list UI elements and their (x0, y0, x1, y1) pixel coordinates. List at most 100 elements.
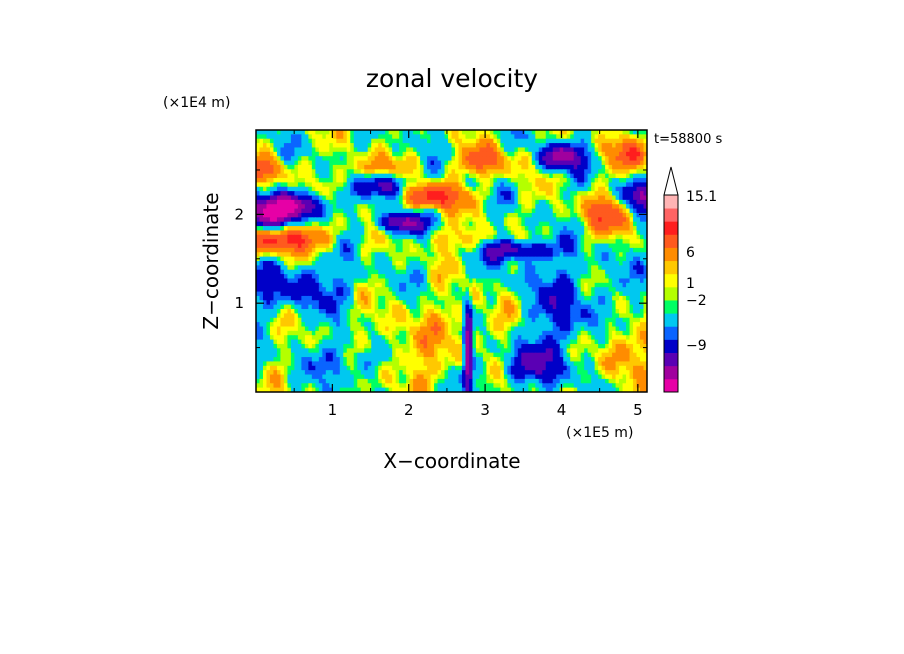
heatmap-cell (622, 208, 627, 214)
heatmap-cell (269, 313, 275, 319)
heatmap-cell (413, 160, 418, 166)
heatmap-cell (451, 208, 456, 214)
heatmap-cell (357, 291, 362, 297)
heatmap-cell (517, 169, 522, 175)
heatmap-cell (454, 269, 460, 275)
heatmap-cell (378, 304, 383, 310)
heatmap-cell (514, 274, 519, 280)
heatmap-cell (343, 138, 348, 144)
heatmap-cell (269, 265, 275, 271)
heatmap-cell (598, 282, 603, 288)
heatmap-cell (297, 130, 302, 135)
heatmap-cell (570, 204, 575, 210)
heatmap-cell (434, 204, 439, 210)
heatmap-cell (287, 221, 292, 227)
heatmap-cell (413, 282, 418, 288)
heatmap-cell (640, 156, 645, 162)
heatmap-cell (262, 151, 268, 157)
heatmap-cell (262, 274, 268, 280)
heatmap-cell (357, 234, 362, 240)
heatmap-cell (601, 186, 606, 192)
heatmap-cell (566, 234, 571, 240)
heatmap-cell (297, 261, 302, 266)
heatmap-cell (381, 208, 386, 214)
heatmap-cell (605, 143, 610, 149)
heatmap-cell (577, 239, 582, 245)
heatmap-cell (461, 239, 467, 245)
heatmap-cell (434, 147, 439, 153)
heatmap-cell (371, 208, 376, 214)
heatmap-cell (332, 243, 337, 249)
heatmap-cell (413, 199, 418, 205)
heatmap-cell (374, 134, 379, 140)
heatmap-cell (427, 130, 432, 135)
heatmap-cell (633, 199, 638, 205)
heatmap-cell (549, 295, 554, 301)
heatmap-cell (325, 182, 330, 188)
heatmap-cell (367, 151, 372, 157)
heatmap-cell (332, 151, 337, 157)
heatmap-cell (633, 204, 638, 210)
heatmap-cell (545, 138, 550, 144)
heatmap-cell (598, 164, 603, 170)
heatmap-cell (395, 265, 400, 271)
heatmap-cell (629, 204, 634, 210)
heatmap-cell (287, 143, 292, 149)
heatmap-cell (371, 300, 376, 306)
heatmap-cell (360, 151, 365, 157)
heatmap-cell (332, 317, 337, 323)
heatmap-cell (339, 322, 344, 328)
heatmap-cell (269, 147, 275, 153)
heatmap-cell (552, 195, 557, 201)
heatmap-cell (399, 208, 404, 214)
heatmap-cell (318, 322, 323, 328)
heatmap-cell (479, 204, 484, 210)
heatmap-cell (510, 160, 515, 166)
heatmap-cell (622, 234, 627, 240)
heatmap-cell (357, 269, 362, 275)
heatmap-cell (350, 164, 355, 170)
heatmap-cell (364, 261, 369, 266)
heatmap-cell (601, 169, 606, 175)
heatmap-cell (496, 234, 501, 240)
heatmap-cell (598, 261, 603, 266)
heatmap-cell (448, 186, 453, 192)
heatmap-cell (612, 230, 617, 236)
heatmap-cell (388, 243, 393, 249)
heatmap-cell (364, 282, 369, 288)
heatmap-cell (605, 291, 610, 297)
heatmap-cell (385, 217, 390, 223)
heatmap-cell (325, 265, 330, 271)
heatmap-cell (615, 217, 620, 223)
heatmap-cell (598, 186, 603, 192)
heatmap-cell (294, 221, 299, 227)
heatmap-cell (472, 291, 477, 297)
heatmap-cell (381, 173, 386, 179)
heatmap-cell (322, 239, 327, 245)
heatmap-cell (591, 151, 596, 157)
heatmap-cell (563, 230, 568, 236)
heatmap-cell (633, 191, 638, 197)
heatmap-cell (531, 247, 536, 253)
heatmap-cell (350, 221, 355, 227)
heatmap-cell (475, 252, 481, 258)
heatmap-cell (276, 252, 282, 258)
heatmap-cell (381, 300, 386, 306)
heatmap-cell (256, 130, 261, 135)
heatmap-cell (573, 261, 578, 266)
heatmap-cell (643, 134, 647, 140)
heatmap-cell (430, 317, 435, 323)
heatmap-cell (605, 169, 610, 175)
heatmap-cell (378, 234, 383, 240)
heatmap-cell (563, 130, 568, 135)
heatmap-cell (545, 309, 550, 314)
heatmap-cell (371, 322, 376, 328)
heatmap-cell (301, 287, 306, 293)
heatmap-cell (521, 147, 526, 153)
heatmap-cell (336, 304, 341, 310)
heatmap-cell (423, 309, 428, 314)
heatmap-cell (322, 182, 327, 188)
heatmap-cell (640, 212, 645, 218)
heatmap-cell (601, 178, 606, 183)
heatmap-cell (608, 195, 613, 201)
